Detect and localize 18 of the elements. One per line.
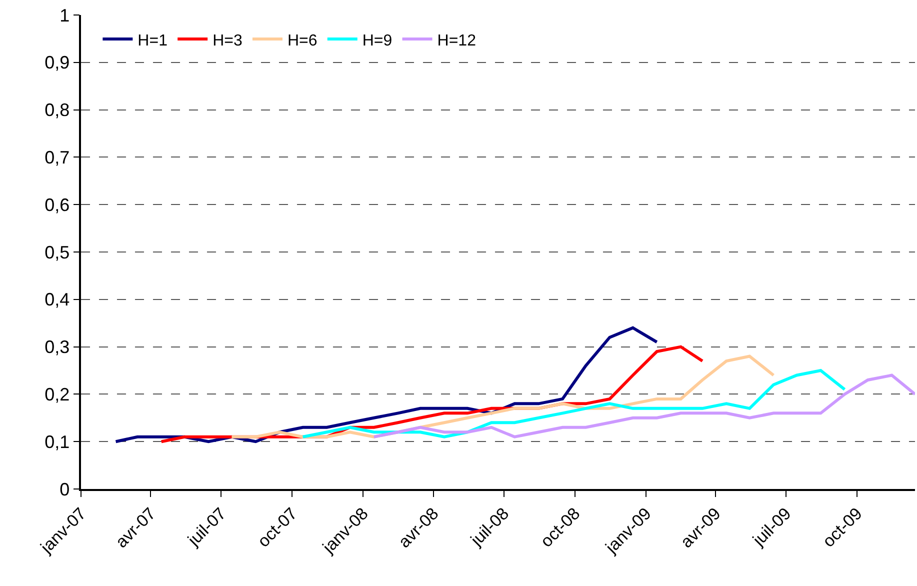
line-series (301, 369, 846, 438)
y-tick-label: 0,4 (44, 290, 70, 310)
y-tick-label: 0,8 (44, 100, 70, 120)
y-tick-label: 0,9 (44, 52, 70, 73)
y-tick-label: 0,6 (44, 194, 70, 215)
legend-label: H=6 (287, 32, 318, 50)
legend-label: H=9 (362, 32, 392, 50)
y-tick-label: 0,1 (44, 432, 70, 452)
line-series (372, 374, 915, 438)
legend-label: H=1 (138, 32, 168, 50)
y-tick-label: 0,7 (44, 148, 70, 168)
y-tick-label: 0,3 (44, 337, 70, 358)
legend-label: H=12 (437, 32, 476, 50)
y-tick-label: 0,2 (44, 384, 70, 404)
y-tick-label: 1 (60, 5, 70, 26)
y-tick-label: 0 (60, 479, 70, 500)
y-tick-label: 0,5 (44, 242, 70, 262)
legend-label: H=3 (212, 32, 242, 50)
